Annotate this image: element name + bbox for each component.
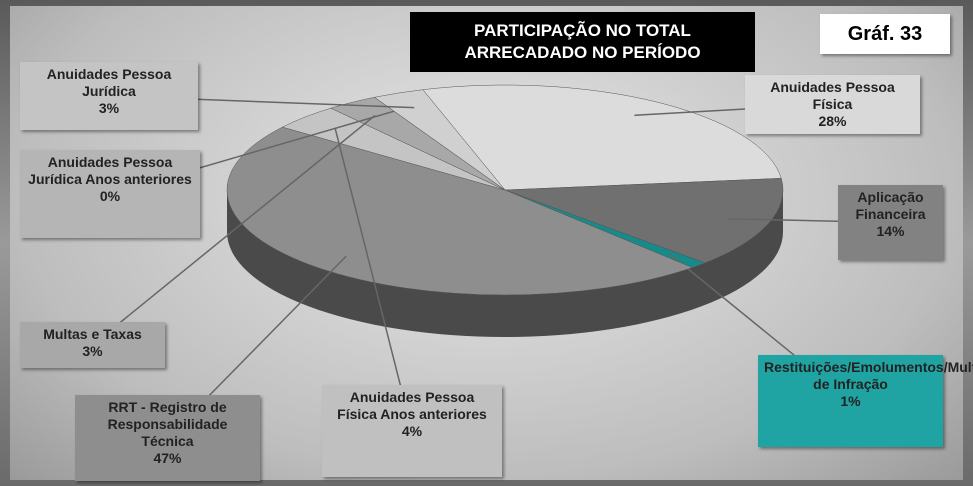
data-label: Anuidades Pessoa Jurídica 3% (20, 62, 198, 130)
label-name: Anuidades Pessoa Jurídica (46, 66, 172, 99)
pie-slice (226, 126, 694, 296)
chart-title: PARTICIPAÇÃO NO TOTAL ARRECADADO NO PERÍ… (410, 12, 755, 72)
label-name: Aplicação Financeira (855, 189, 926, 222)
annotation: Gráf. 33 (820, 14, 950, 54)
label-name: Anuidades Pessoa Jurídica Anos anteriore… (28, 154, 192, 187)
data-label: Restituições/Emolumentos/Multas de Infra… (758, 355, 973, 447)
label-value: 3% (98, 100, 120, 116)
label-value: 4% (401, 423, 423, 439)
pie-slice (373, 89, 506, 191)
label-name: Restituições/Emolumentos/Multas de Infra… (764, 359, 973, 392)
label-value: 0% (99, 188, 121, 204)
data-label: Anuidades Pessoa Física Anos anteriores 4… (322, 385, 502, 477)
label-value: 1% (840, 393, 861, 409)
data-label: Anuidades Pessoa Física 28% (745, 75, 920, 134)
label-value: 28% (818, 113, 847, 129)
pie-slice (422, 84, 782, 191)
label-value: 14% (876, 223, 905, 239)
label-name: Anuidades Pessoa Física Anos anteriores (337, 389, 487, 422)
data-label: Aplicação Financeira 14% (838, 185, 943, 260)
data-label: Multas e Taxas 3% (20, 322, 165, 368)
label-name: Multas e Taxas (43, 326, 142, 342)
data-label: RRT - Registro de Responsabilidade Técni… (75, 395, 260, 481)
label-value: 3% (82, 343, 103, 359)
leader-line (92, 114, 376, 346)
pie-slice (504, 178, 784, 264)
label-name: RRT - Registro de Responsabilidade Técni… (107, 399, 228, 449)
label-name: Anuidades Pessoa Física (770, 79, 895, 112)
label-value: 47% (153, 450, 182, 466)
data-label: Anuidades Pessoa Jurídica Anos anteriore… (20, 150, 200, 238)
leader-line (334, 127, 413, 432)
